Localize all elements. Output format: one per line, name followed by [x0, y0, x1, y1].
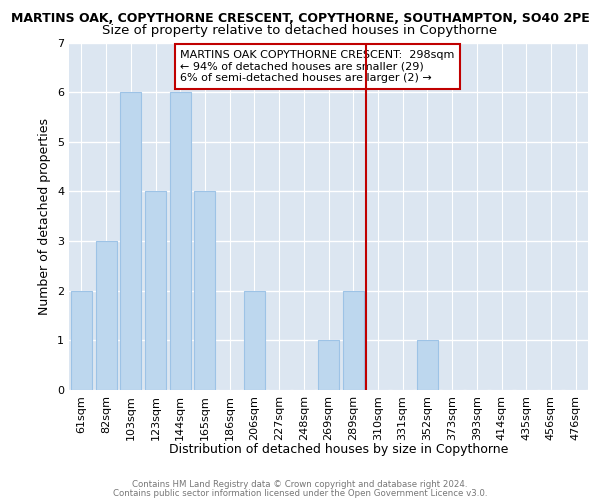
- Text: Contains HM Land Registry data © Crown copyright and database right 2024.: Contains HM Land Registry data © Crown c…: [132, 480, 468, 489]
- Bar: [244, 290, 265, 390]
- Text: Distribution of detached houses by size in Copythorne: Distribution of detached houses by size …: [169, 442, 509, 456]
- Text: MARTINS OAK COPYTHORNE CRESCENT:  298sqm
← 94% of detached houses are smaller (2: MARTINS OAK COPYTHORNE CRESCENT: 298sqm …: [180, 50, 455, 83]
- Bar: [71, 290, 92, 390]
- Text: Contains public sector information licensed under the Open Government Licence v3: Contains public sector information licen…: [113, 488, 487, 498]
- Bar: [343, 290, 364, 390]
- Text: MARTINS OAK, COPYTHORNE CRESCENT, COPYTHORNE, SOUTHAMPTON, SO40 2PE: MARTINS OAK, COPYTHORNE CRESCENT, COPYTH…: [11, 12, 589, 26]
- Bar: [120, 92, 141, 390]
- Bar: [417, 340, 438, 390]
- Text: Size of property relative to detached houses in Copythorne: Size of property relative to detached ho…: [103, 24, 497, 37]
- Bar: [194, 192, 215, 390]
- Bar: [95, 241, 116, 390]
- Y-axis label: Number of detached properties: Number of detached properties: [38, 118, 52, 315]
- Bar: [318, 340, 339, 390]
- Bar: [170, 92, 191, 390]
- Bar: [145, 192, 166, 390]
